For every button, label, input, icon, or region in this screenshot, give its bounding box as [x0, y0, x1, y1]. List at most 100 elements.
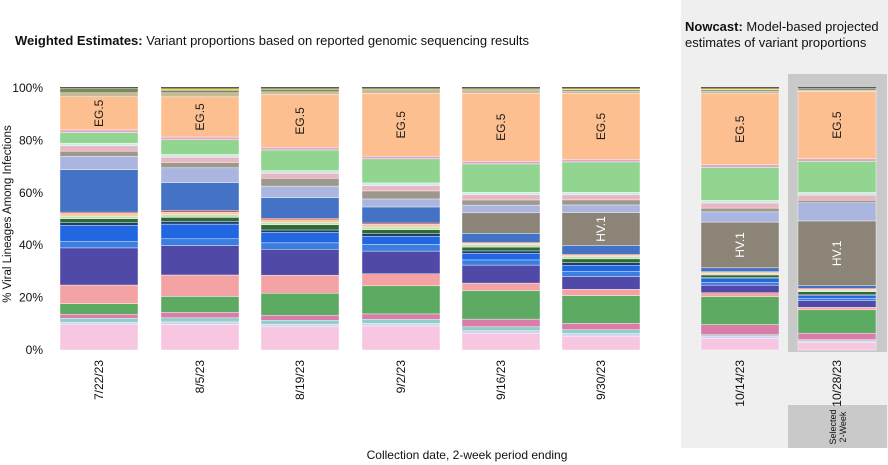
bar-segment-rose-light[interactable] — [461, 194, 541, 201]
bar-segment-blue-mid[interactable] — [461, 259, 541, 266]
bar-segment-pink-mid[interactable] — [561, 159, 641, 163]
bar-segment-orange-pale[interactable] — [260, 219, 340, 223]
bar-segment-teal[interactable] — [361, 319, 441, 324]
bar-segment-blue-mid[interactable] — [361, 244, 441, 252]
bar-segment-EG.5[interactable] — [797, 91, 877, 159]
bar-segment-lavender[interactable] — [461, 330, 541, 334]
bar-segment-salmon[interactable] — [361, 273, 441, 287]
bar-segment-dark-green[interactable] — [361, 229, 441, 234]
bar-segment-salmon[interactable] — [700, 292, 780, 297]
bar-segment-pink-light[interactable] — [361, 325, 441, 351]
bar-segment-salmon[interactable] — [160, 274, 240, 297]
bar-segment-grey-brown[interactable] — [700, 207, 780, 213]
bar-segment-grey-brown[interactable] — [59, 150, 139, 157]
bar-segment-navy[interactable] — [561, 262, 641, 266]
bar-segment-tan[interactable] — [461, 90, 541, 94]
bar-segment-rose-light[interactable] — [797, 194, 877, 201]
bar-segment-periwinkle[interactable] — [59, 156, 139, 170]
bar-segment-dark-green[interactable] — [700, 274, 780, 278]
bar-segment-pink-light[interactable] — [561, 335, 641, 351]
bar-segment-blue[interactable] — [461, 253, 541, 261]
bar-segment-periwinkle[interactable] — [797, 202, 877, 222]
bar-segment-tan[interactable] — [361, 90, 441, 94]
bar-segment-navy[interactable] — [361, 233, 441, 237]
bar-segment-mauve[interactable] — [361, 313, 441, 320]
bar-segment-green[interactable] — [797, 309, 877, 334]
bar-segment-blue-mid[interactable] — [700, 282, 780, 286]
bar-segment-mint[interactable] — [700, 200, 780, 204]
bar-segment-orange-pale[interactable] — [160, 211, 240, 215]
bar-segment-EG.5[interactable] — [361, 93, 441, 157]
bar-segment-pink-mid[interactable] — [461, 161, 541, 165]
bar-segment-periwinkle[interactable] — [160, 167, 240, 183]
bar-segment-pale-green[interactable] — [59, 215, 139, 219]
bar-segment-green[interactable] — [361, 285, 441, 315]
bar-segment-pale-green[interactable] — [260, 222, 340, 226]
bar-segment-blue-mid[interactable] — [797, 297, 877, 301]
bar-segment-light-green[interactable] — [561, 161, 641, 193]
bar-segment-EG.5[interactable] — [260, 94, 340, 148]
bar-segment-pale-green[interactable] — [561, 256, 641, 260]
bar-segment-navy[interactable] — [260, 229, 340, 233]
bar-segment-red-thin[interactable] — [361, 222, 441, 225]
bar-segment-indigo[interactable] — [797, 300, 877, 308]
bar-segment-salmon[interactable] — [260, 274, 340, 294]
bar-segment-mauve[interactable] — [797, 332, 877, 340]
bar-segment-light-green[interactable] — [59, 132, 139, 144]
bar-segment-blue-mid[interactable] — [59, 241, 139, 249]
bar-segment-grey-brown[interactable] — [797, 200, 877, 204]
bar-segment-tan[interactable] — [700, 90, 780, 94]
bar-segment-mint[interactable] — [160, 154, 240, 158]
bar-segment-green[interactable] — [59, 303, 139, 315]
bar-segment-salmon[interactable] — [797, 307, 877, 311]
bar-segment-mint[interactable] — [260, 170, 340, 174]
bar-segment-blue[interactable] — [160, 223, 240, 240]
bar-segment-taupe[interactable] — [561, 212, 641, 246]
bar-segment-grey-brown[interactable] — [260, 178, 340, 187]
bar-segment-tan[interactable] — [160, 92, 240, 98]
bar-segment-mauve[interactable] — [561, 323, 641, 330]
bar-segment-dark-green[interactable] — [59, 218, 139, 223]
bar-segment-orange-pale[interactable] — [59, 213, 139, 217]
bar-segment-mauve[interactable] — [160, 312, 240, 319]
bar-segment-steel-blue[interactable] — [700, 267, 780, 272]
bar-segment-salmon[interactable] — [59, 284, 139, 304]
bar-segment-steel-blue[interactable] — [797, 285, 877, 289]
bar-segment-periwinkle[interactable] — [700, 211, 780, 223]
bar-segment-pink-light[interactable] — [700, 338, 780, 351]
bar-segment-grey-brown[interactable] — [160, 162, 240, 169]
bar-segment-dark-green[interactable] — [160, 217, 240, 222]
bar-segment-blue-mid[interactable] — [260, 242, 340, 250]
bar-segment-taupe[interactable] — [797, 220, 877, 286]
bar-segment-pink-light[interactable] — [59, 324, 139, 351]
bar-segment-light-green[interactable] — [461, 163, 541, 193]
bar-segment-mauve[interactable] — [461, 318, 541, 328]
bar-segment-periwinkle[interactable] — [561, 204, 641, 213]
bar-segment-dark-green[interactable] — [461, 246, 541, 252]
bar-segment-salmon[interactable] — [561, 289, 641, 296]
bar-segment-salmon[interactable] — [461, 282, 541, 292]
bar-segment-indigo[interactable] — [561, 276, 641, 290]
bar-segment-periwinkle[interactable] — [260, 185, 340, 198]
bar-segment-pink-mid[interactable] — [260, 147, 340, 151]
bar-segment-tan[interactable] — [59, 92, 139, 97]
bar-segment-rose-light[interactable] — [700, 202, 780, 209]
bar-segment-green[interactable] — [160, 296, 240, 313]
bar-segment-pink-mid[interactable] — [797, 158, 877, 162]
bar-segment-dark-green[interactable] — [797, 291, 877, 295]
bar-segment-mint[interactable] — [59, 142, 139, 147]
bar-segment-pink-mid[interactable] — [160, 136, 240, 140]
bar-segment-dark-green[interactable] — [260, 224, 340, 231]
bar-segment-pale-green[interactable] — [160, 214, 240, 218]
bar-segment-pink-mid[interactable] — [59, 129, 139, 133]
bar-segment-green[interactable] — [700, 296, 780, 325]
bar-segment-steel-blue[interactable] — [461, 233, 541, 243]
bar-segment-mint[interactable] — [361, 182, 441, 186]
bar-segment-indigo[interactable] — [461, 264, 541, 284]
bar-segment-green[interactable] — [461, 290, 541, 320]
bar-segment-mauve[interactable] — [260, 314, 340, 321]
bar-segment-lavender[interactable] — [59, 321, 139, 326]
bar-segment-teal[interactable] — [561, 329, 641, 334]
bar-segment-blue[interactable] — [361, 236, 441, 245]
bar-segment-green[interactable] — [260, 293, 340, 316]
